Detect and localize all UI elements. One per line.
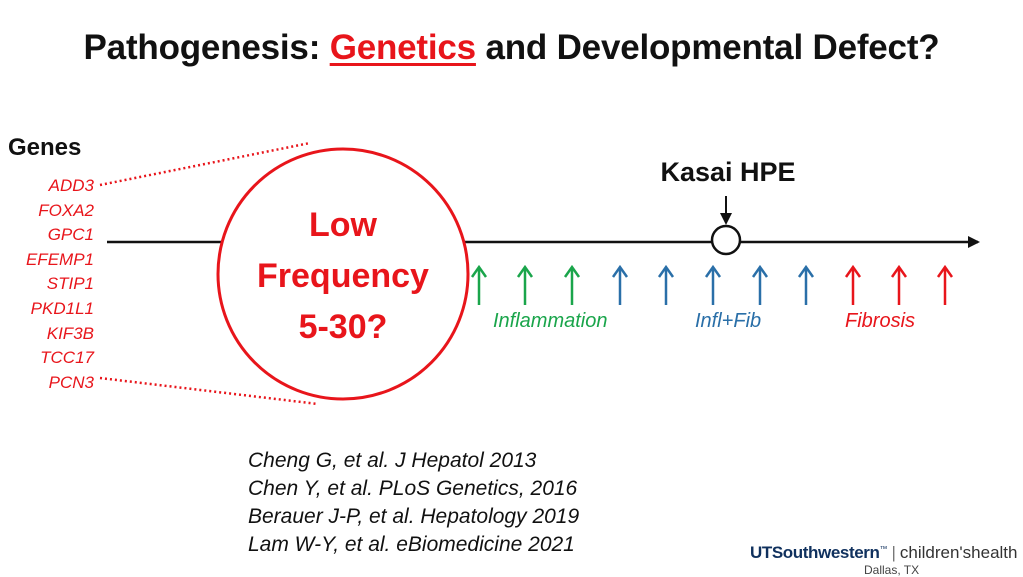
dotted-connector-top <box>99 141 311 187</box>
title-suffix: and Developmental Defect? <box>475 28 940 67</box>
gene-item: KIF3B <box>46 323 94 343</box>
circle-line-1: Low <box>309 206 377 244</box>
gene-item: PKD1L1 <box>30 298 94 318</box>
title-highlight: Genetics <box>329 28 476 67</box>
reference-item: Lam W-Y, et al. eBiomedicine 2021 <box>248 533 575 556</box>
city-label: Dallas, TX <box>864 563 920 577</box>
gene-item: EFEMP1 <box>25 249 94 269</box>
gene-item: ADD3 <box>48 176 94 195</box>
utsouthwestern-wordmark: UTSouthwestern <box>750 543 880 562</box>
phase-up-arrow <box>890 264 908 305</box>
circle-line-2: Frequency <box>257 257 429 295</box>
infl-fib-label: Infl+Fib <box>695 310 762 332</box>
trademark-mark: ™ <box>879 544 888 554</box>
phase-up-arrow <box>657 264 675 305</box>
gene-item: PCN3 <box>48 372 94 392</box>
gene-item: TCC17 <box>40 348 94 368</box>
phase-up-arrow <box>563 264 581 305</box>
phase-arrows <box>470 264 954 305</box>
fibrosis-label: Fibrosis <box>845 310 916 332</box>
reference-item: Chen Y, et al. PLoS Genetics, 2016 <box>248 477 578 500</box>
gene-list: ADD3 FOXA2 GPC1 EFEMP1 STIP1 PKD1L1 KIF3… <box>0 174 94 395</box>
title-prefix: Pathogenesis: <box>83 28 330 67</box>
phase-up-arrow <box>751 264 769 305</box>
phase-up-arrow <box>844 264 862 305</box>
phase-up-arrow <box>516 264 534 305</box>
gene-item: STIP1 <box>46 274 94 294</box>
genes-heading: Genes <box>8 134 82 161</box>
kasai-label: Kasai HPE <box>660 157 796 187</box>
page-title: Pathogenesis: Genetics and Developmental… <box>0 28 1023 68</box>
phase-up-arrow <box>611 264 629 305</box>
references-list: Cheng G, et al. J Hepatol 2013 Chen Y, e… <box>248 447 579 559</box>
phase-up-arrow <box>936 264 954 305</box>
phase-up-arrow <box>704 264 722 305</box>
phase-up-arrow <box>470 264 488 305</box>
reference-item: Berauer J-P, et al. Hepatology 2019 <box>248 505 580 528</box>
childrens-health-wordmark: children'shealth <box>899 543 1018 562</box>
dotted-connector-bottom <box>99 376 319 406</box>
reference-item: Cheng G, et al. J Hepatol 2013 <box>248 449 537 472</box>
gene-item: FOXA2 <box>38 200 94 220</box>
low-frequency-circle <box>216 147 470 401</box>
inflammation-label: Inflammation <box>493 310 608 332</box>
phase-up-arrow <box>797 264 815 305</box>
circle-line-3: 5-30? <box>298 308 388 346</box>
circle-label: Low Frequency 5-30? <box>218 200 468 353</box>
institution-logo: UTSouthwestern™ | children'shealth Dallas,… <box>750 543 1023 577</box>
gene-item: GPC1 <box>47 225 94 245</box>
kasai-circle-marker <box>710 224 742 256</box>
logo-separator: | <box>891 543 896 562</box>
